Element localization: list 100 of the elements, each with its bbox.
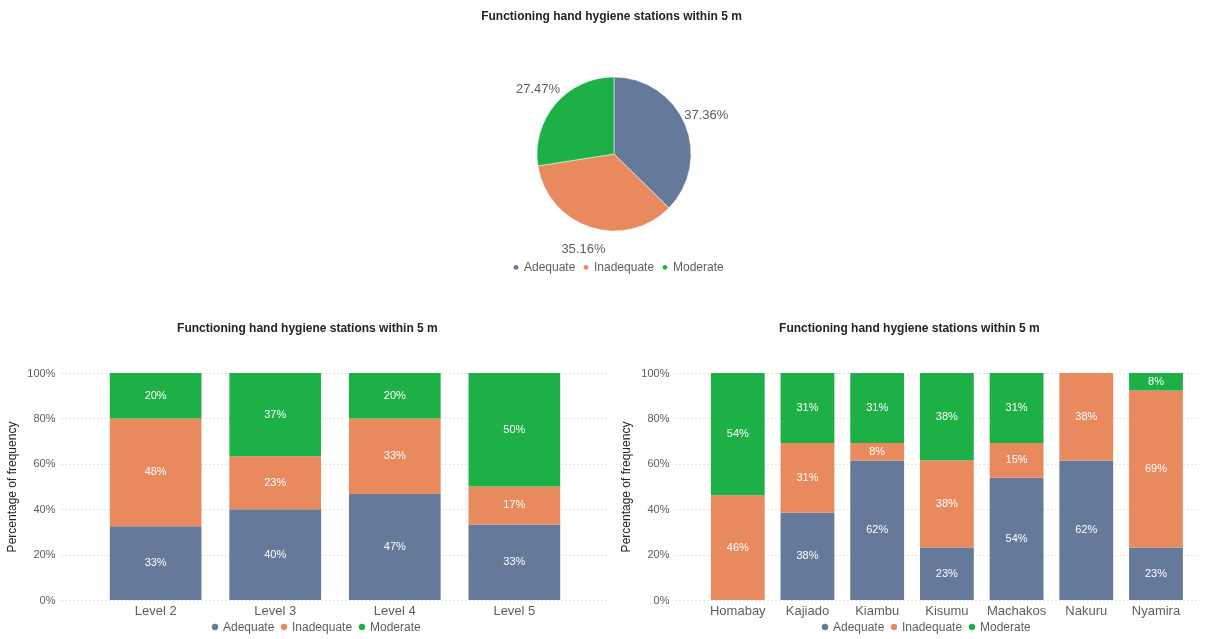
data-label: 27.47% (515, 80, 561, 96)
y-tick-label: 100% (27, 366, 56, 379)
bar (989, 477, 1044, 600)
bar (468, 486, 561, 525)
y-tick-label: 0% (653, 593, 670, 606)
bar (229, 509, 322, 600)
data-label: 31% (796, 470, 819, 483)
bar (1059, 460, 1114, 600)
bar (109, 418, 202, 527)
bar (229, 373, 322, 457)
bar (710, 373, 765, 496)
data-label: 38% (935, 496, 959, 509)
data-label: 50% (503, 422, 526, 435)
bar (468, 373, 561, 487)
data-label: 38% (935, 409, 959, 422)
legend-label: Adequate (833, 620, 885, 634)
bar (348, 418, 441, 494)
bar (919, 547, 974, 600)
data-label: 33% (144, 556, 167, 569)
bar (919, 460, 974, 548)
x-tick-label: Machakos (986, 602, 1047, 618)
x-tick-label: Kisumu (925, 602, 969, 618)
data-label: 62% (866, 523, 889, 536)
y-tick-label: 100% (641, 366, 670, 379)
data-label: 8% (869, 444, 886, 457)
data-label: 31% (866, 400, 889, 413)
legend-label: Adequate (524, 260, 576, 275)
bar (1059, 373, 1114, 461)
x-tick-label: Level 3 (254, 602, 297, 618)
chart-title: Functioning hand hygiene stations within 5 m (779, 321, 1040, 335)
legend-label: Moderate (370, 620, 422, 634)
legend-label: Adequate (223, 620, 275, 634)
y-tick-label: 40% (33, 502, 56, 515)
bar (989, 442, 1044, 478)
bar (780, 512, 835, 600)
bar (109, 526, 202, 600)
data-label: 38% (1075, 409, 1098, 422)
bar (109, 373, 202, 419)
x-tick-label: Kiambu (855, 602, 900, 618)
legend-label: Moderate (673, 260, 725, 275)
bar (468, 524, 561, 600)
chart-title: Functioning hand hygiene stations within 5 m (481, 9, 742, 23)
bar (1129, 547, 1183, 600)
x-tick-label: Nyamira (1131, 602, 1181, 618)
data-label: 8% (1148, 374, 1165, 387)
y-tick-label: 80% (647, 411, 670, 424)
y-tick-label: 60% (33, 457, 56, 470)
y-axis-title: Percentage of frequency (619, 421, 634, 553)
data-label: 33% (503, 555, 526, 568)
data-label: 23% (264, 475, 287, 488)
bar (850, 373, 905, 443)
data-label: 38% (796, 549, 819, 562)
y-tick-label: 40% (647, 502, 670, 515)
data-label: 20% (383, 388, 407, 401)
data-label: 62% (1075, 523, 1098, 536)
bar (780, 442, 835, 513)
x-tick-label: Level 5 (493, 602, 536, 618)
x-tick-label: Level 2 (134, 602, 177, 618)
chart-title: Functioning hand hygiene stations within 5 m (177, 321, 438, 335)
bar (989, 373, 1044, 443)
data-label: 23% (935, 566, 959, 579)
data-label: 54% (726, 427, 749, 440)
data-label: 47% (383, 540, 407, 552)
data-label: 69% (1144, 462, 1168, 475)
x-tick-label: Nakuru (1065, 602, 1108, 618)
data-label: 17% (503, 498, 526, 511)
data-label: 23% (1144, 566, 1168, 579)
y-tick-label: 80% (33, 411, 56, 424)
bar (850, 460, 905, 600)
legend-label: Moderate (980, 620, 1032, 634)
bar (348, 493, 441, 600)
bar (780, 373, 835, 443)
x-tick-label: Homabay (709, 602, 767, 618)
bar (1129, 390, 1183, 548)
legend-label: Inadequate (292, 620, 353, 634)
data-label: 54% (1005, 531, 1028, 544)
y-tick-label: 20% (33, 548, 56, 561)
data-label: 35.16% (561, 241, 606, 257)
data-label: 48% (144, 465, 167, 478)
x-tick-label: Kajiado (785, 602, 830, 618)
legend-label: Inadequate (594, 260, 655, 275)
y-axis-title: Percentage of frequency (5, 421, 20, 553)
data-label: 15% (1005, 453, 1028, 466)
y-tick-label: 20% (647, 548, 670, 561)
data-label: 31% (1005, 400, 1028, 413)
bar (229, 456, 322, 510)
data-label: 46% (726, 540, 749, 553)
bar (710, 495, 765, 600)
data-label: 37.36% (684, 107, 729, 123)
bar (348, 373, 441, 419)
bar (919, 373, 974, 461)
legend-label: Inadequate (902, 620, 963, 634)
data-label: 31% (796, 400, 819, 413)
data-label: 40% (264, 547, 287, 560)
y-tick-label: 60% (647, 457, 670, 470)
y-tick-label: 0% (39, 593, 56, 606)
data-label: 20% (144, 388, 167, 401)
data-label: 37% (264, 407, 287, 420)
data-label: 33% (383, 449, 407, 462)
x-tick-label: Level 4 (373, 602, 416, 618)
